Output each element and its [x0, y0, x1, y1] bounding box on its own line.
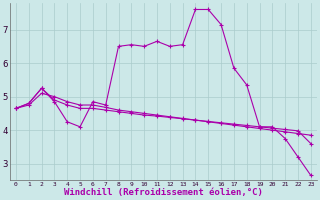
X-axis label: Windchill (Refroidissement éolien,°C): Windchill (Refroidissement éolien,°C) [64, 188, 263, 197]
